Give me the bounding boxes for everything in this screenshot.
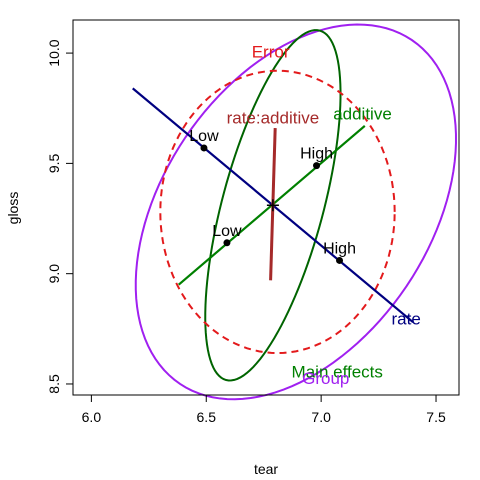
rate-high-point [336, 256, 344, 264]
rate-annotation: rate [392, 309, 421, 328]
main-effects-ellipse [204, 29, 342, 382]
additive-high-label: High [300, 146, 333, 163]
additive-low-point [223, 239, 231, 247]
additive-high-point [313, 162, 321, 170]
x-tick-label: 7.0 [311, 409, 331, 425]
rate-low-label: Low [189, 128, 219, 145]
rate-additive-annotation: rate:additive [227, 109, 320, 128]
y-tick-label: 9.5 [46, 153, 62, 173]
labels-layer: Error rate:additive additive rate Main effec… [227, 43, 421, 388]
y-tick-label: 8.5 [46, 374, 62, 394]
ellipses-layer [134, 23, 457, 401]
group-ellipse [134, 23, 457, 401]
x-tick-label: 6.0 [82, 409, 102, 425]
x-axis: 6.0 6.5 7.0 7.5 [82, 394, 446, 425]
points-layer: Low High Low High [189, 128, 356, 264]
main-effects-annotation: Main effects [292, 362, 383, 381]
error-ellipse [159, 69, 396, 355]
rate-low-point [200, 144, 208, 152]
y-axis: 8.5 9.0 9.5 10.0 [46, 39, 74, 394]
center-marker [266, 199, 279, 212]
x-tick-label: 7.5 [426, 409, 446, 425]
rate-high-label: High [323, 240, 356, 257]
additive-annotation: additive [333, 104, 392, 123]
y-axis-label: gloss [5, 192, 21, 225]
y-tick-label: 10.0 [46, 39, 62, 66]
additive-low-label: Low [212, 223, 242, 240]
x-tick-label: 6.5 [197, 409, 217, 425]
error-annotation: Error [252, 43, 290, 62]
x-axis-label: tear [254, 461, 278, 477]
group-annotation: Group [302, 369, 349, 388]
y-tick-label: 9.0 [46, 264, 62, 284]
